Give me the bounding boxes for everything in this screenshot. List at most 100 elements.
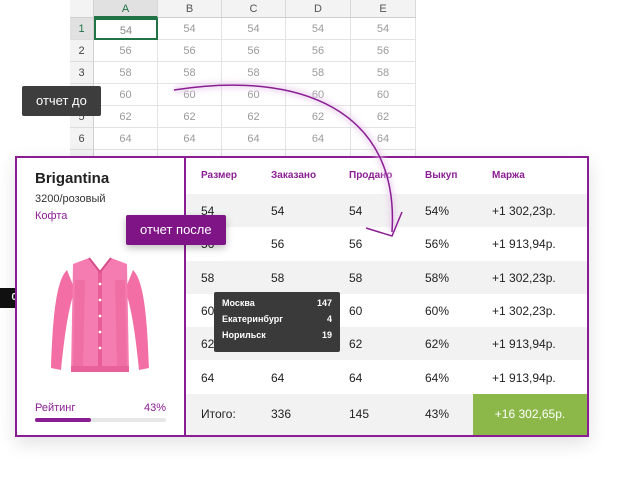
tooltip-city: Москва: [222, 298, 255, 308]
report-after-label: отчет после: [126, 215, 226, 245]
row-header[interactable]: 3: [70, 62, 94, 84]
tooltip-row: Норильск 19: [222, 330, 332, 346]
cell-ordered: 56: [271, 237, 285, 252]
cell-sold: 54: [349, 204, 363, 218]
sheet-cell[interactable]: 58: [351, 62, 416, 84]
sheet-cell[interactable]: 60: [222, 84, 286, 106]
cell-buyout: 60%: [425, 303, 450, 318]
product-type: Кофта: [35, 210, 68, 222]
row-header[interactable]: 6: [70, 128, 94, 150]
cell-size: 64: [201, 370, 215, 385]
sheet-cell[interactable]: 58: [158, 62, 222, 84]
sheet-cell[interactable]: 54: [94, 18, 158, 40]
table-total-row: Итого: 336 145 43% +16 302,65р.: [186, 394, 587, 435]
sheet-cell[interactable]: 58: [94, 62, 158, 84]
cell-sold: 64: [349, 370, 363, 385]
sheet-cell[interactable]: 60: [158, 84, 222, 106]
tooltip-row: Москва 147: [222, 298, 332, 314]
sheet-corner[interactable]: [70, 0, 94, 18]
cell-ordered: 54: [271, 204, 285, 218]
cell-buyout: 58%: [425, 270, 450, 285]
header-sold[interactable]: Продано: [349, 170, 393, 181]
cell-margin: +1 302,23р.: [492, 204, 556, 218]
sheet-cell[interactable]: 64: [94, 128, 158, 150]
tooltip-value: 19: [321, 330, 332, 340]
cell-buyout: 56%: [425, 237, 450, 252]
sheet-cell[interactable]: 64: [158, 128, 222, 150]
total-ordered: 336: [271, 407, 292, 421]
sheet-cell[interactable]: 56: [158, 40, 222, 62]
header-ordered[interactable]: Заказано: [271, 170, 317, 181]
sheet-cell[interactable]: 56: [286, 40, 351, 62]
sheet-cell[interactable]: 58: [222, 62, 286, 84]
product-panel: Brigantina 3200/розовый Кофта Рейтин: [17, 158, 186, 435]
row-header[interactable]: 2: [70, 40, 94, 62]
sheet-cell[interactable]: 62: [94, 106, 158, 128]
column-header-d[interactable]: D: [286, 0, 351, 18]
cell-size: 58: [201, 270, 215, 285]
cell-buyout: 64%: [425, 370, 450, 385]
cell-sold: 62: [349, 337, 363, 352]
cell-margin: +1 913,94р.: [492, 237, 556, 252]
sheet-cell[interactable]: 54: [351, 18, 416, 40]
rating-value: 43%: [143, 402, 166, 414]
rating-bar: [35, 418, 166, 422]
cell-ordered: 58: [271, 270, 285, 285]
tooltip-city: Екатеринбург: [222, 314, 283, 324]
spreadsheet: A B C D E 1 54 54 54 54 54 2 56 56 56 56 56 3 58 58 58 5…: [70, 0, 416, 172]
total-buyout: 43%: [425, 407, 450, 421]
column-header-b[interactable]: B: [158, 0, 222, 18]
cell-size: 62: [201, 337, 215, 352]
sheet-cell[interactable]: 60: [94, 84, 158, 106]
sheet-cell[interactable]: 56: [351, 40, 416, 62]
sheet-cell[interactable]: 62: [286, 106, 351, 128]
table-row[interactable]: 58 58 58 58% +1 302,23р.: [186, 260, 587, 294]
row-header[interactable]: 1: [70, 18, 94, 40]
sheet-cell[interactable]: 64: [286, 128, 351, 150]
header-size[interactable]: Размер: [201, 170, 238, 181]
header-buyout[interactable]: Выкуп: [425, 170, 458, 181]
sheet-cell[interactable]: 60: [351, 84, 416, 106]
cell-ordered: 64: [271, 370, 285, 385]
cell-sold: 56: [349, 237, 363, 252]
cell-buyout: 54%: [425, 204, 450, 218]
sheet-cell[interactable]: 62: [158, 106, 222, 128]
report-before-label: отчет до: [22, 86, 101, 116]
tooltip-city: Норильск: [222, 330, 266, 340]
total-sold: 145: [349, 407, 370, 421]
column-header-a[interactable]: A: [94, 0, 158, 18]
sheet-cell[interactable]: 62: [351, 106, 416, 128]
sheet-cell[interactable]: 56: [94, 40, 158, 62]
sheet-cell[interactable]: 54: [286, 18, 351, 40]
rating-label: Рейтинг: [35, 402, 76, 414]
rating-bar-fill: [35, 418, 92, 422]
sheet-cell[interactable]: 58: [286, 62, 351, 84]
column-header-c[interactable]: C: [222, 0, 286, 18]
sheet-cell[interactable]: 62: [222, 106, 286, 128]
total-label: Итого:: [201, 407, 236, 421]
tooltip-value: 147: [316, 298, 332, 308]
city-breakdown-tooltip: Москва 147 Екатеринбург 4 Норильск 19: [214, 292, 340, 352]
sheet-cell[interactable]: 60: [286, 84, 351, 106]
sheet-cell[interactable]: 64: [351, 128, 416, 150]
tooltip-value: 4: [326, 314, 332, 324]
cell-sold: 58: [349, 270, 363, 285]
table-row[interactable]: 64 64 64 64% +1 913,94р.: [186, 361, 587, 394]
product-name: Brigantina: [35, 170, 110, 187]
sheet-cell[interactable]: 54: [222, 18, 286, 40]
product-sku: 3200/розовый: [35, 193, 106, 205]
cell-buyout: 62%: [425, 337, 450, 352]
cell-margin: +1 913,94р.: [492, 370, 556, 385]
table-header: Размер Заказано Продано Выкуп Маржа: [186, 158, 587, 194]
cell-sold: 60: [349, 303, 363, 318]
header-margin[interactable]: Маржа: [492, 170, 525, 181]
sheet-cell[interactable]: 54: [158, 18, 222, 40]
sheet-cell[interactable]: 56: [222, 40, 286, 62]
table-row[interactable]: 54 54 54 54% +1 302,23р.: [186, 194, 587, 227]
column-header-e[interactable]: E: [351, 0, 416, 18]
cell-margin: +1 913,94р.: [492, 337, 556, 352]
cell-margin: +1 302,23р.: [492, 303, 556, 318]
sheet-cell[interactable]: 64: [222, 128, 286, 150]
total-margin: +16 302,65р.: [473, 394, 587, 435]
